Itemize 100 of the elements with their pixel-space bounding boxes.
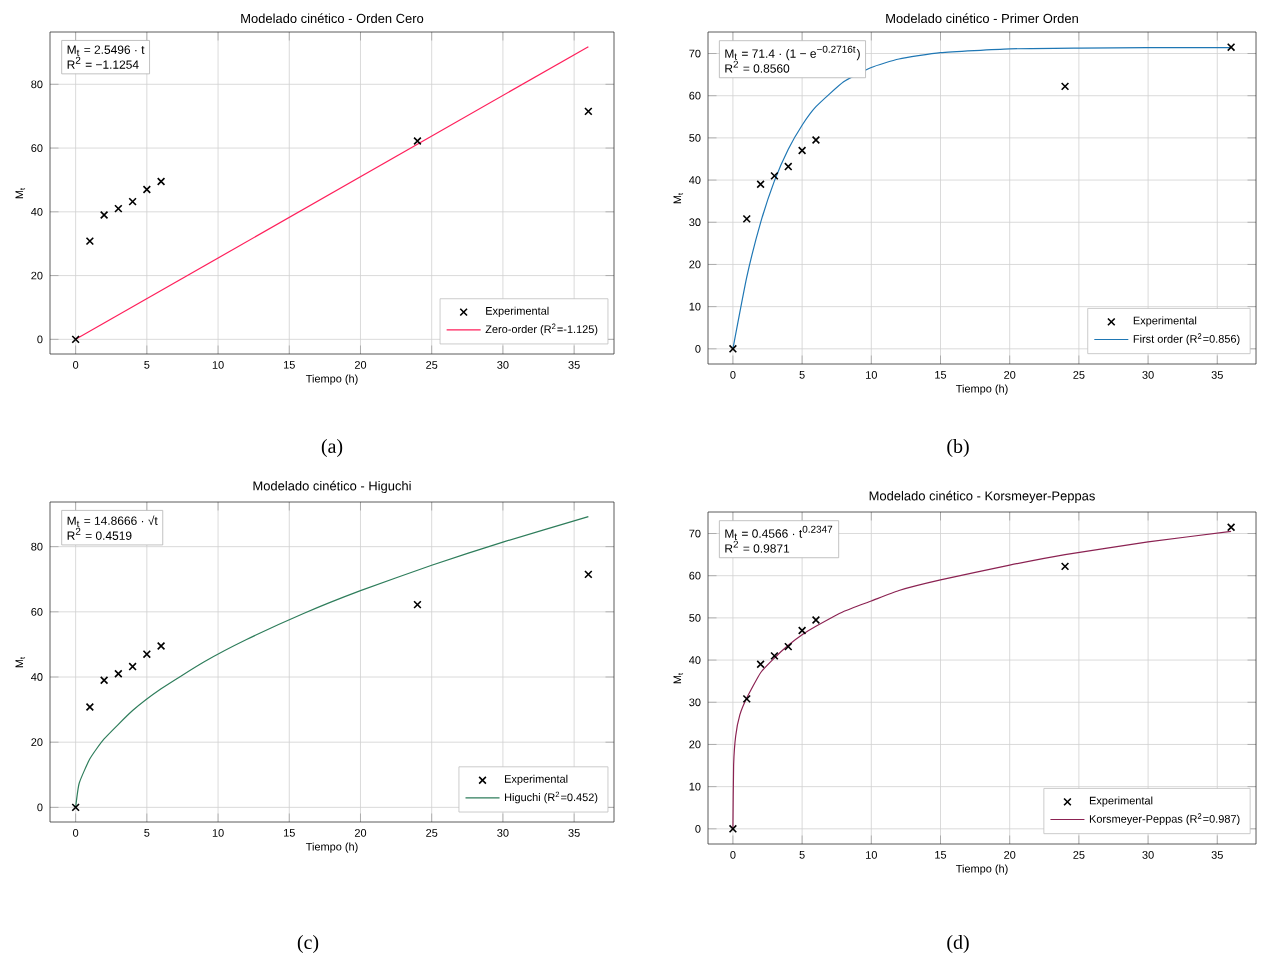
- point: [811, 615, 821, 625]
- legend-label: Zero-order (R$^{2}$=-1.125): [485, 323, 598, 336]
- x-tick-label: 30: [1142, 851, 1154, 859]
- legend-label: First order (R$^{2}$=0.856): [1133, 333, 1240, 345]
- point: [784, 642, 793, 651]
- y-tick-label: 40: [31, 207, 43, 216]
- text: (c): [297, 934, 319, 954]
- y-axis-title: M$_{t}$: [673, 672, 684, 684]
- x-tick-label: 10: [866, 851, 877, 859]
- point: [784, 162, 793, 171]
- annotation: R$^{2}$ = 0.9871: [725, 540, 790, 553]
- y-axis-title: M$_{t}$: [15, 656, 26, 668]
- y-tick-label: 40: [31, 673, 43, 681]
- x-tick-label: 30: [497, 829, 509, 837]
- point: [1060, 562, 1070, 571]
- x-tick-label: 5: [144, 361, 150, 369]
- x-axis-title: Tiempo (h): [955, 864, 1008, 875]
- legend-label: Experimental: [1089, 796, 1153, 807]
- y-tick-label: 50: [689, 134, 701, 142]
- x-tick-label: 0: [730, 851, 736, 859]
- y-tick-label: 10: [689, 302, 701, 311]
- x-tick-label: 25: [426, 829, 438, 837]
- x-tick-label: 10: [866, 371, 877, 379]
- point: [742, 694, 751, 704]
- annotation: M$_{t}$ = 0.4566 · t$^{0.2347}$: [725, 525, 833, 541]
- legend-label: Experimental: [486, 306, 549, 317]
- annotation: R$^{2}$ = 0.4519: [67, 527, 132, 540]
- x-tick-label: 5: [799, 371, 805, 379]
- x-tick-label: 20: [1004, 851, 1016, 859]
- y-tick-label: 0: [695, 344, 701, 353]
- x-tick-label: 35: [568, 829, 580, 837]
- point: [742, 214, 751, 224]
- x-axis-title: Tiempo (h): [955, 384, 1008, 395]
- y-tick-label: 40: [689, 176, 701, 184]
- legend-label: Korsmeyer-Peppas (R$^{2}$=0.987): [1089, 813, 1240, 825]
- point: [99, 210, 109, 220]
- point: [71, 335, 80, 344]
- y-tick-label: 60: [689, 571, 701, 580]
- x-tick-label: 15: [284, 361, 295, 369]
- chart-title: Modelado cinético - Primer Orden: [886, 13, 1078, 23]
- point: [756, 180, 765, 189]
- y-tick-label: 40: [689, 656, 701, 664]
- point: [85, 236, 95, 246]
- x-tick-label: 10: [212, 829, 224, 837]
- chart-title: Modelado cinético - Higuchi: [253, 480, 411, 494]
- y-axis-title: M$_{t}$: [15, 187, 26, 199]
- x-tick-label: 15: [935, 371, 947, 379]
- point: [128, 197, 137, 206]
- x-tick-label: 10: [212, 361, 224, 369]
- point: [797, 626, 807, 635]
- y-tick-label: 30: [689, 698, 701, 707]
- point: [156, 177, 166, 186]
- point: [770, 171, 779, 181]
- y-tick-label: 10: [689, 782, 701, 791]
- point: [728, 344, 738, 353]
- point: [413, 600, 422, 609]
- y-tick-label: 70: [689, 529, 701, 538]
- point: [1226, 523, 1236, 532]
- x-tick-label: 35: [1211, 371, 1223, 379]
- x-axis-title: Tiempo (h): [305, 842, 358, 853]
- point: [756, 660, 765, 669]
- x-tick-label: 5: [799, 851, 805, 859]
- x-tick-label: 25: [1073, 851, 1085, 859]
- legend-label: Experimental: [1133, 316, 1197, 327]
- annotation: R$^{2}$ = 0.8560: [725, 60, 790, 73]
- x-tick-label: 25: [1073, 371, 1085, 379]
- point: [797, 146, 807, 155]
- x-tick-label: 30: [1142, 371, 1154, 379]
- y-tick-label: 60: [689, 91, 701, 100]
- x-tick-label: 35: [568, 361, 580, 369]
- text: (a): [321, 438, 343, 458]
- y-tick-label: 60: [31, 607, 43, 616]
- annotation: M$_{t}$ = 2.5496 · t: [67, 45, 145, 57]
- y-axis-title: M$_{t}$: [673, 192, 684, 204]
- x-tick-label: 30: [497, 361, 509, 369]
- y-tick-label: 0: [37, 335, 43, 344]
- y-tick-label: 80: [31, 80, 43, 89]
- y-tick-label: 30: [689, 218, 701, 227]
- y-tick-label: 50: [689, 614, 701, 622]
- x-tick-label: 35: [1211, 851, 1223, 859]
- point: [142, 650, 152, 659]
- x-tick-label: 25: [426, 361, 438, 369]
- x-tick-label: 15: [935, 851, 947, 859]
- point: [1060, 82, 1070, 91]
- x-tick-label: 0: [73, 361, 79, 369]
- legend-label: Higuchi (R$^{2}$=0.452): [505, 791, 598, 804]
- annotation: R$^{2}$ = −1.1254: [67, 56, 139, 69]
- point: [71, 803, 80, 812]
- x-tick-label: 20: [1004, 371, 1016, 379]
- point: [156, 641, 166, 651]
- point: [114, 669, 123, 678]
- point: [584, 107, 593, 116]
- y-tick-label: 20: [689, 260, 701, 269]
- x-tick-label: 20: [354, 361, 367, 369]
- point: [770, 651, 779, 661]
- x-tick-label: 0: [73, 829, 79, 837]
- annotation: M$_{t}$ = 14.8666 · √t: [67, 515, 158, 528]
- x-axis-title: Tiempo (h): [305, 374, 358, 385]
- y-tick-label: 0: [37, 803, 43, 812]
- point: [99, 676, 109, 685]
